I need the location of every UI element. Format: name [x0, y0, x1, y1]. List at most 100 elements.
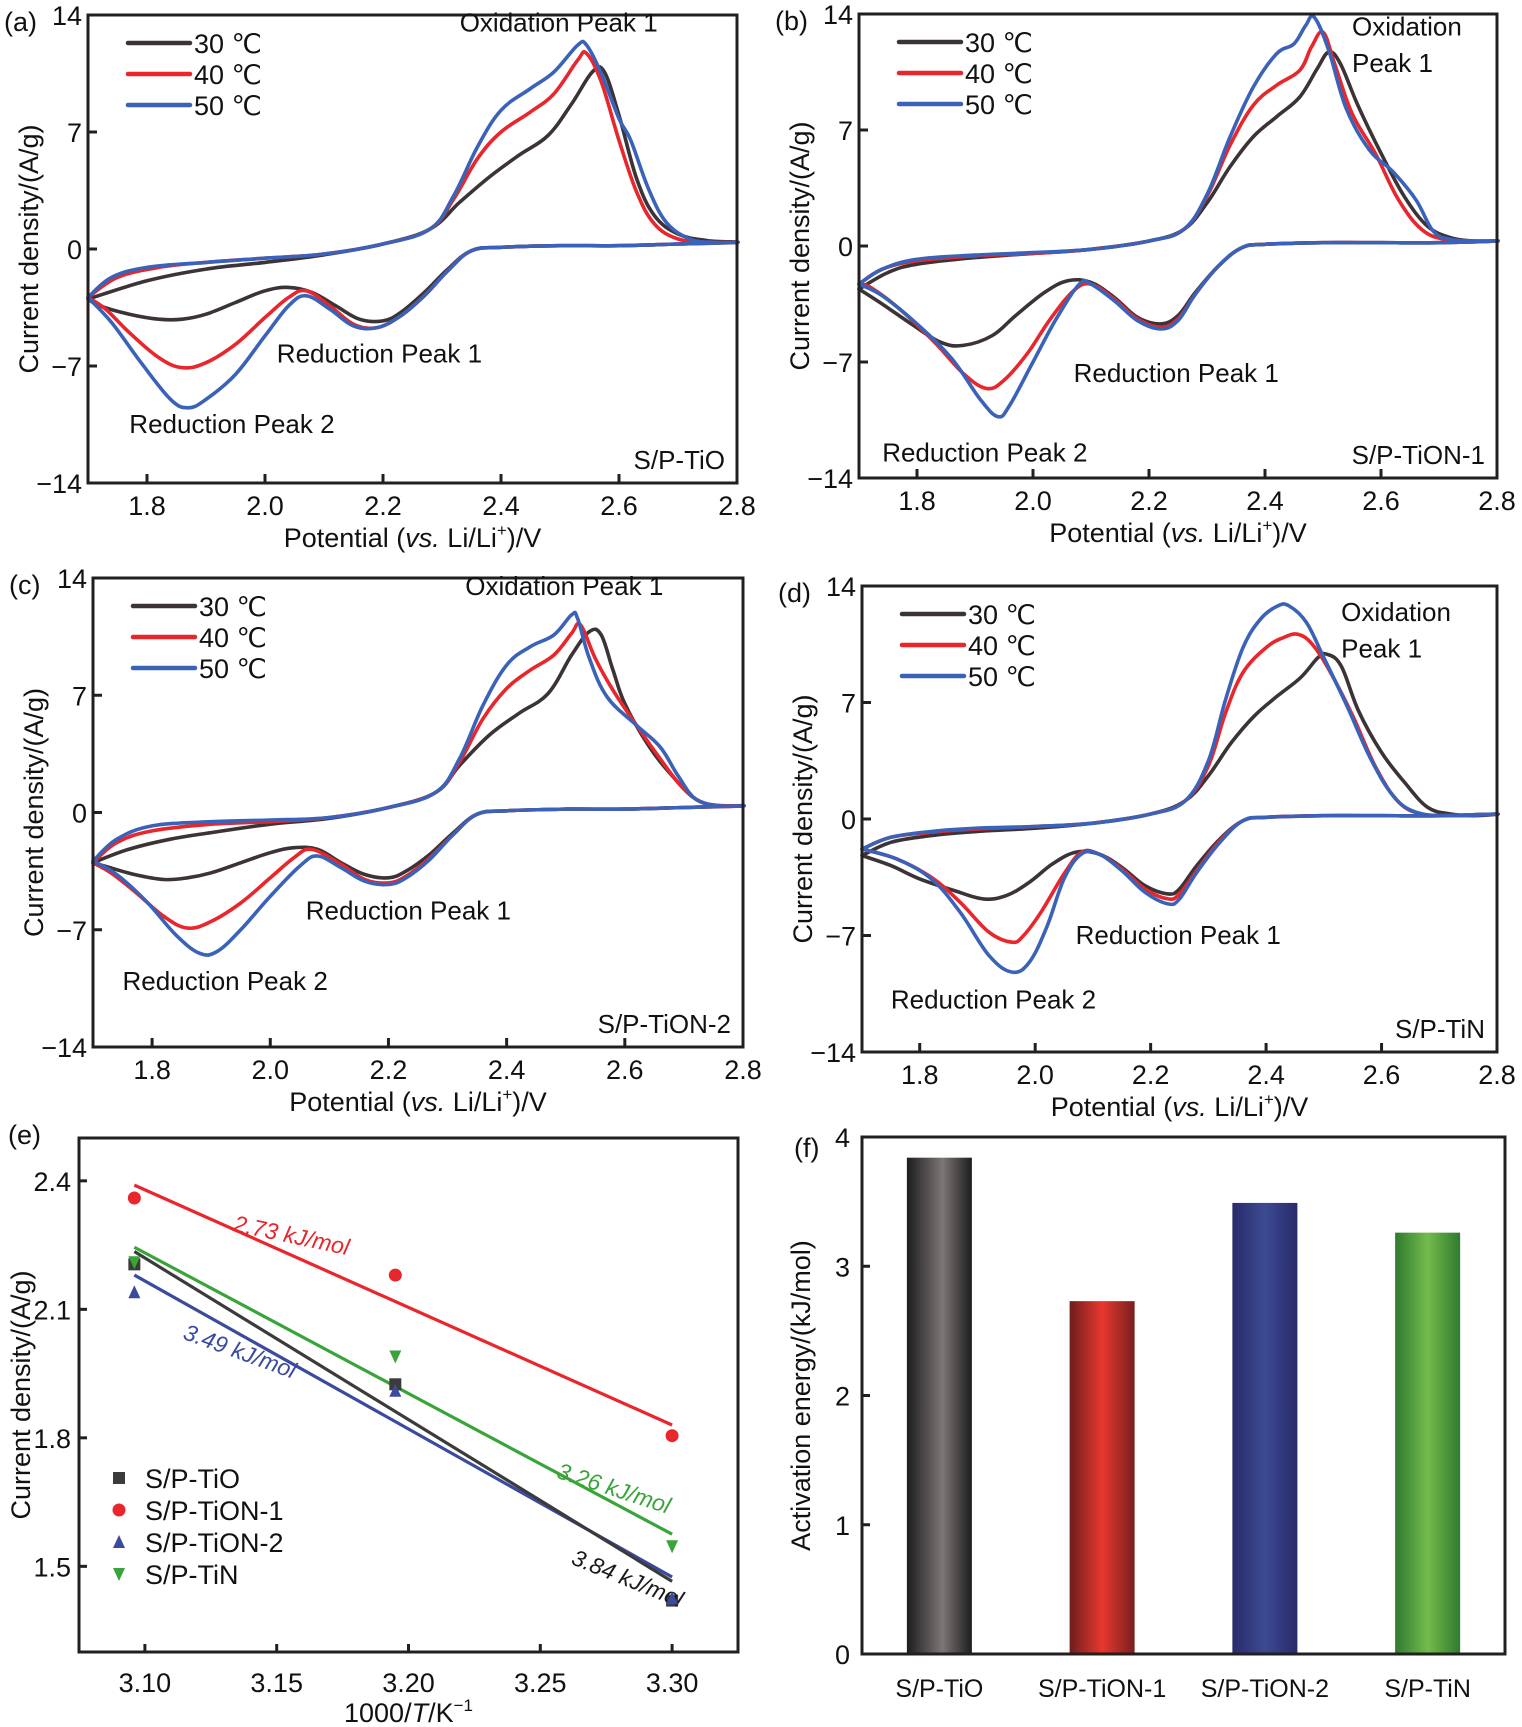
fit-line-tin: [133, 1245, 673, 1536]
x-tick-label: 1.8: [133, 1055, 171, 1085]
peak-annotation: Reduction Peak 2: [891, 985, 1096, 1015]
bar-tion2: [1232, 1202, 1298, 1654]
legend-label-50: 50 ℃: [968, 662, 1036, 692]
y-tick-label: −7: [825, 922, 856, 952]
x-tick-label: 3.10: [119, 1668, 172, 1698]
legend-label-50: 50 ℃: [194, 91, 262, 121]
x-tick-label: 1.8: [128, 491, 166, 521]
cv-curve-50c: [857, 14, 1500, 419]
x-tick-label: 2.6: [606, 1055, 644, 1085]
x-tick-label: 3.30: [646, 1668, 699, 1698]
peak-annotation: Oxidation Peak 1: [465, 571, 663, 601]
panel-d-cv-s-p-tin: 1.8 2.0 2.2 2.4 2.6 2.8 −14 −7 0 7 14 Current densi…: [778, 572, 1516, 1122]
peak-annotation: Peak 1: [1341, 634, 1422, 664]
x-tick-label: 2.0: [1016, 1060, 1054, 1090]
y-tick-label: −14: [36, 469, 82, 499]
x-axis-label: Potential (vs. Li/Li+)/V: [289, 1085, 547, 1117]
sample-label: S/P-TiON-1: [1352, 440, 1485, 470]
data-point-tion2: [389, 1383, 402, 1397]
x-tick-label: 2.4: [1247, 1060, 1285, 1090]
peak-annotation: Reduction Peak 1: [1074, 358, 1279, 388]
y-tick-label: 14: [826, 572, 856, 602]
x-tick-label: 2.6: [600, 491, 638, 521]
x-tick-label: 2.4: [488, 1055, 526, 1085]
x-tick-label: 3.25: [514, 1668, 567, 1698]
panel-b-cv-s-p-tion-1: 1.8 2.0 2.2 2.4 2.6 2.8 −14 −7 0 7 14 Current densi…: [775, 0, 1516, 548]
x-axis-label: Potential (vs. Li/Li+)/V: [284, 521, 542, 553]
activation-energy-label-tion1: 2.73 kJ/mol: [230, 1210, 352, 1260]
panel-f-activation-energy-bars: S/P-TiO S/P-TiON-1 S/P-TiON-2 S/P-TiN 0 1 2 3 4 A…: [786, 1123, 1507, 1703]
fit-line-tion1: [133, 1183, 673, 1427]
bar-tion1: [1069, 1301, 1135, 1654]
data-point-tin: [128, 1256, 141, 1270]
x-tick-label: 2.8: [724, 1055, 762, 1085]
x-tick-label: 2.6: [1362, 486, 1400, 516]
y-tick-label: −7: [51, 352, 82, 382]
legend-label-50: 50 ℃: [965, 90, 1033, 120]
y-axis-label: Current density/(A/g): [788, 694, 818, 943]
y-tick-label: 2.4: [33, 1167, 71, 1197]
legend-label-tio: S/P-TiO: [145, 1464, 240, 1494]
panel-label: (a): [4, 7, 37, 37]
y-tick-label: 4: [835, 1123, 850, 1153]
x-tick-label: 2.2: [1130, 486, 1168, 516]
x-tick-label: 2.0: [251, 1055, 289, 1085]
x-tick-label: 2.4: [482, 491, 520, 521]
legend-label-tion2: S/P-TiON-2: [145, 1528, 284, 1558]
y-tick-label: 2: [835, 1382, 850, 1412]
x-tick-label: 2.2: [370, 1055, 408, 1085]
data-point-tion1: [127, 1191, 141, 1205]
x-tick-label: 2.6: [1363, 1060, 1401, 1090]
y-axis-label: Current density/(A/g): [785, 121, 815, 370]
sample-label: S/P-TiN: [1395, 1014, 1485, 1044]
legend-label-30: 30 ℃: [199, 592, 267, 622]
sample-label: S/P-TiO: [634, 445, 725, 475]
y-tick-label: −14: [810, 1038, 856, 1068]
x-tick-label: 2.4: [1246, 486, 1284, 516]
y-tick-label: 3: [835, 1252, 850, 1282]
x-tick-label: 2.8: [718, 491, 756, 521]
peak-annotation: Oxidation Peak 1: [460, 8, 658, 38]
cv-curve-30c: [860, 651, 1500, 901]
x-axis-label: Potential (vs. Li/Li+)/V: [1049, 516, 1307, 548]
panel-a-cv-s-p-tio: 1.8 2.0 2.2 2.4 2.6 2.8 −14 −7 0 7 14 Current densi…: [4, 1, 756, 553]
y-tick-label: 7: [72, 681, 87, 711]
cv-curve-50c: [91, 610, 746, 957]
data-point-tion1: [388, 1268, 402, 1282]
x-tick-label: 1.8: [901, 1060, 939, 1090]
y-tick-label: −14: [41, 1033, 87, 1063]
legend-marker-tion1: [112, 1503, 126, 1517]
y-axis-label: Current density/(A/g): [14, 124, 44, 373]
data-point-tin: [389, 1350, 402, 1364]
y-tick-label: 0: [67, 235, 82, 265]
x-axis-label: Potential (vs. Li/Li+)/V: [1051, 1090, 1309, 1122]
y-tick-label: 7: [841, 689, 856, 719]
panel-e-arrhenius-plot: 3.10 3.15 3.20 3.25 3.30 1.5 1.8 2.1 2.4 Current …: [6, 1120, 740, 1727]
y-tick-label: 0: [835, 1640, 850, 1670]
legend-label-50: 50 ℃: [199, 654, 267, 684]
data-point-tion2: [666, 1591, 679, 1605]
peak-annotation: Oxidation: [1352, 12, 1462, 42]
bar-tin: [1395, 1232, 1461, 1654]
legend-label-40: 40 ℃: [194, 60, 262, 90]
panel-label: (f): [794, 1133, 819, 1163]
peak-annotation: Reduction Peak 1: [1076, 920, 1281, 950]
panel-label: (e): [8, 1120, 41, 1150]
y-tick-label: 0: [838, 232, 853, 262]
x-tick-label: 2.8: [1478, 486, 1516, 516]
legend-label-30: 30 ℃: [968, 600, 1036, 630]
legend-label-40: 40 ℃: [968, 631, 1036, 661]
category-label: S/P-TiO: [895, 1675, 983, 1703]
data-point-tion1: [665, 1429, 679, 1443]
cv-curve-50c: [86, 39, 740, 410]
y-axis-label: Current density/(A/g): [6, 1270, 36, 1519]
cv-curve-50c: [860, 602, 1499, 975]
peak-annotation: Reduction Peak 1: [277, 339, 482, 369]
y-axis-label: Activation energy/(kJ/mol): [786, 1240, 816, 1551]
x-tick-label: 2.0: [1014, 486, 1052, 516]
x-axis-label: 1000/T/K−1: [344, 1696, 473, 1727]
panel-label: (b): [775, 6, 808, 36]
data-point-tin: [666, 1540, 679, 1554]
activation-energy-label-tin: 3.26 kJ/mol: [554, 1458, 675, 1519]
